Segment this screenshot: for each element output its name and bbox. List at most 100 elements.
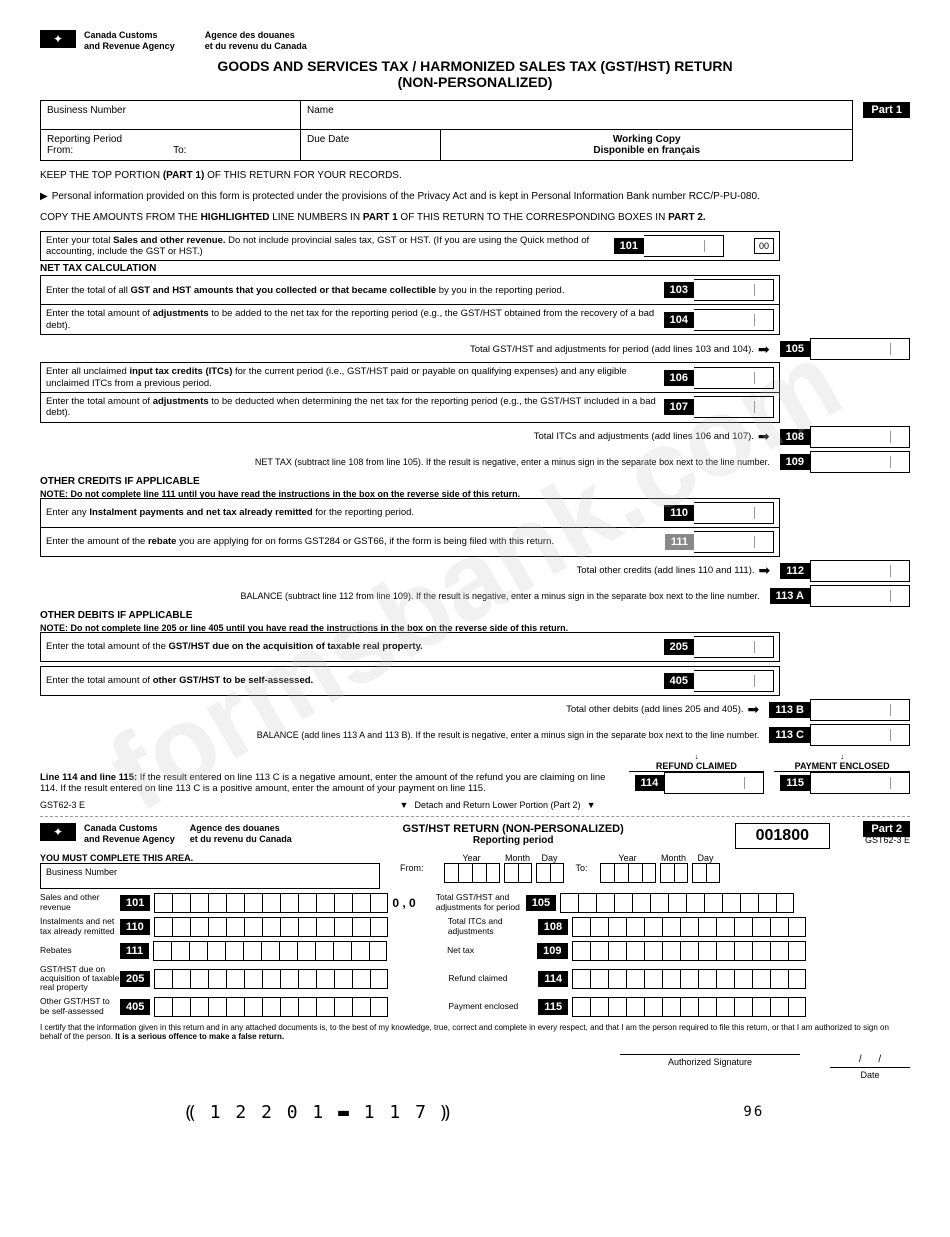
- amt-106[interactable]: [694, 367, 774, 389]
- amt-105[interactable]: [810, 338, 910, 360]
- amt-112[interactable]: [810, 560, 910, 582]
- agency-en-2: Canada Customsand Revenue Agency: [84, 823, 175, 845]
- instruction-3: COPY THE AMOUNTS FROM THE HIGHLIGHTED LI…: [40, 211, 910, 224]
- p2a-111[interactable]: [153, 941, 387, 961]
- amt-113b[interactable]: [810, 699, 910, 721]
- line-205: Enter the total amount of the GST/HST du…: [40, 632, 780, 662]
- amt-114[interactable]: [664, 772, 764, 794]
- amt-101[interactable]: [644, 235, 724, 257]
- p2-month-2: Month: [660, 853, 688, 863]
- flag-icon-2: [40, 823, 76, 841]
- p2-title: GST/HST RETURN (NON-PERSONALIZED): [403, 823, 624, 835]
- amt-205[interactable]: [694, 636, 774, 658]
- instruction-1: KEEP THE TOP PORTION (PART 1) OF THIS RE…: [40, 169, 910, 182]
- p2-from-year[interactable]: [444, 863, 500, 883]
- num-106: 106: [664, 370, 694, 386]
- p2-from-month[interactable]: [504, 863, 532, 883]
- amt-108[interactable]: [810, 426, 910, 448]
- p2l-114: Refund claimed: [448, 974, 538, 983]
- line-111: Enter the amount of the rebate you are a…: [40, 527, 780, 557]
- amt-113c[interactable]: [810, 724, 910, 746]
- working-copy-cell: Working CopyDisponible en français: [441, 130, 852, 160]
- total-109: NET TAX (subtract line 108 from line 105…: [40, 451, 910, 473]
- p2-to-month[interactable]: [660, 863, 688, 883]
- num-103: 103: [664, 282, 694, 298]
- p2a-108[interactable]: [572, 917, 806, 937]
- total-113a: BALANCE (subtract line 112 from line 109…: [40, 585, 910, 607]
- p2-to-day[interactable]: [692, 863, 720, 883]
- p2a-114[interactable]: [572, 969, 806, 989]
- p2l-108: Total ITCs and adjustments: [448, 917, 538, 936]
- payment-label: PAYMENT ENCLOSED: [774, 761, 910, 772]
- line-101: Enter your total Sales and other revenue…: [40, 231, 780, 262]
- header: Canada Customsand Revenue Agency Agence …: [40, 30, 910, 52]
- p2-rp-label: Reporting period: [473, 835, 554, 846]
- p2a-110[interactable]: [154, 917, 388, 937]
- amt-115[interactable]: [810, 772, 910, 794]
- p2n-205: 205: [120, 971, 150, 987]
- p2l-110: Instalments and net tax already remitted: [40, 917, 120, 936]
- agency-fr-2: Agence des douaneset du revenu du Canada: [190, 823, 292, 845]
- reporting-period-cell[interactable]: Reporting PeriodFrom:To:: [41, 130, 301, 160]
- amt-405[interactable]: [694, 670, 774, 692]
- p2n-108: 108: [538, 919, 568, 935]
- form-code: GST62-3 E: [40, 800, 85, 810]
- p2a-105[interactable]: [560, 893, 794, 913]
- p2-zeros: 0 , 0: [392, 896, 415, 910]
- p2-bn-cell[interactable]: Business Number: [40, 863, 380, 889]
- must-complete: YOU MUST COMPLETE THIS AREA.: [40, 853, 380, 863]
- total-112: Total other credits (add lines 110 and 1…: [40, 560, 910, 582]
- total-105: Total GST/HST and adjustments for period…: [40, 338, 910, 360]
- form-code-2: GST62-3 E: [865, 835, 910, 845]
- p2-day-2: Day: [692, 853, 720, 863]
- date-line[interactable]: Date: [830, 1067, 910, 1080]
- p2l-109: Net tax: [447, 946, 537, 955]
- page-num: 96: [743, 1104, 764, 1120]
- business-number-cell[interactable]: Business Number: [41, 101, 301, 129]
- p2a-101[interactable]: [154, 893, 388, 913]
- p2-year-2: Year: [600, 853, 656, 863]
- agency-en: Canada Customsand Revenue Agency: [84, 30, 175, 52]
- total-108: Total ITCs and adjustments (add lines 10…: [40, 426, 910, 448]
- amt-109[interactable]: [810, 451, 910, 473]
- name-cell[interactable]: Name: [301, 101, 852, 129]
- p2n-109: 109: [537, 943, 567, 959]
- p2-from-day[interactable]: [536, 863, 564, 883]
- p2a-405[interactable]: [154, 997, 388, 1017]
- p2l-205: GST/HST due on acquisition of taxable re…: [40, 965, 120, 993]
- p2l-115: Payment enclosed: [448, 1002, 538, 1011]
- num-109: 109: [780, 454, 810, 470]
- amt-111[interactable]: [694, 531, 774, 553]
- p2l-105: Total GST/HST and adjustments for period: [436, 893, 526, 912]
- flag-icon: [40, 30, 76, 48]
- num-112: 112: [780, 563, 810, 579]
- amt-113a[interactable]: [810, 585, 910, 607]
- p2-day-1: Day: [536, 853, 564, 863]
- num-113c: 113 C: [769, 727, 810, 743]
- num-111: 111: [665, 534, 694, 550]
- p2l-405: Other GST/HST to be self-assessed: [40, 997, 120, 1016]
- p2-from: From:: [400, 863, 424, 873]
- line-107: Enter the total amount of adjustments to…: [40, 392, 780, 423]
- num-101: 101: [614, 238, 644, 254]
- cents-101: 00: [754, 238, 774, 254]
- amt-107[interactable]: [694, 396, 774, 418]
- p2a-109[interactable]: [572, 941, 806, 961]
- amt-103[interactable]: [694, 279, 774, 301]
- num-115: 115: [780, 775, 810, 791]
- amt-110[interactable]: [694, 502, 774, 524]
- amt-104[interactable]: [694, 309, 774, 331]
- certification: I certify that the information given in …: [40, 1023, 910, 1042]
- p2n-101: 101: [120, 895, 150, 911]
- num-405: 405: [664, 673, 694, 689]
- p2-to: To:: [576, 863, 588, 873]
- num-113b: 113 B: [769, 702, 810, 718]
- p2a-205[interactable]: [154, 969, 388, 989]
- due-date-cell[interactable]: Due Date: [301, 130, 441, 160]
- p2a-115[interactable]: [572, 997, 806, 1017]
- sig-line[interactable]: Authorized Signature: [620, 1054, 800, 1067]
- line-114-115-text: Line 114 and line 115: If the result ent…: [40, 772, 619, 794]
- p2-to-year[interactable]: [600, 863, 656, 883]
- other-debits-header: OTHER DEBITS IF APPLICABLE: [40, 610, 910, 621]
- instruction-2: ▶Personal information provided on this f…: [40, 190, 910, 203]
